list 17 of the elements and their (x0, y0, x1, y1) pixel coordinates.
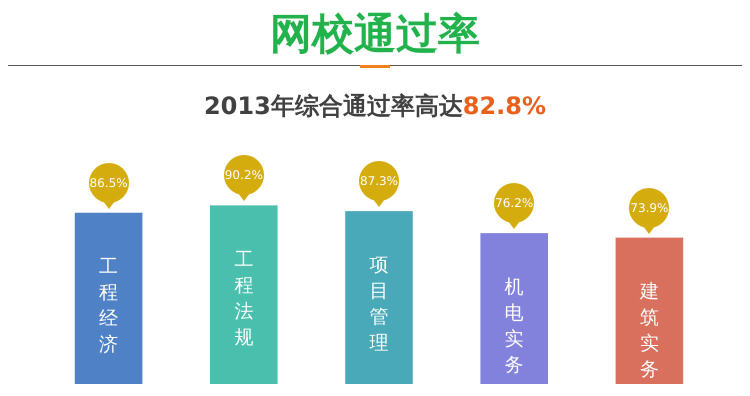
x-tick-label: 工程法规 (234, 248, 254, 348)
data-label: 76.2% (494, 195, 534, 212)
x-tick-label: 工程经济 (99, 256, 118, 356)
chart-title: 网校通过率 (269, 8, 481, 60)
x-tick-label: 项目管理 (370, 254, 388, 354)
bar (480, 233, 548, 384)
bar (616, 238, 684, 384)
bar (345, 211, 413, 384)
chart-subtitle: 2013年综合通过率高达82.8% (204, 92, 546, 120)
bar (210, 205, 278, 384)
data-label: 87.3% (358, 173, 400, 190)
data-label: 90.2% (224, 167, 264, 184)
data-label: 86.5% (88, 174, 129, 191)
x-tick-label: 建筑实务 (638, 280, 659, 381)
x-tick-label: 机电实务 (504, 276, 524, 376)
bar (74, 212, 142, 384)
data-label: 73.9% (629, 200, 670, 216)
